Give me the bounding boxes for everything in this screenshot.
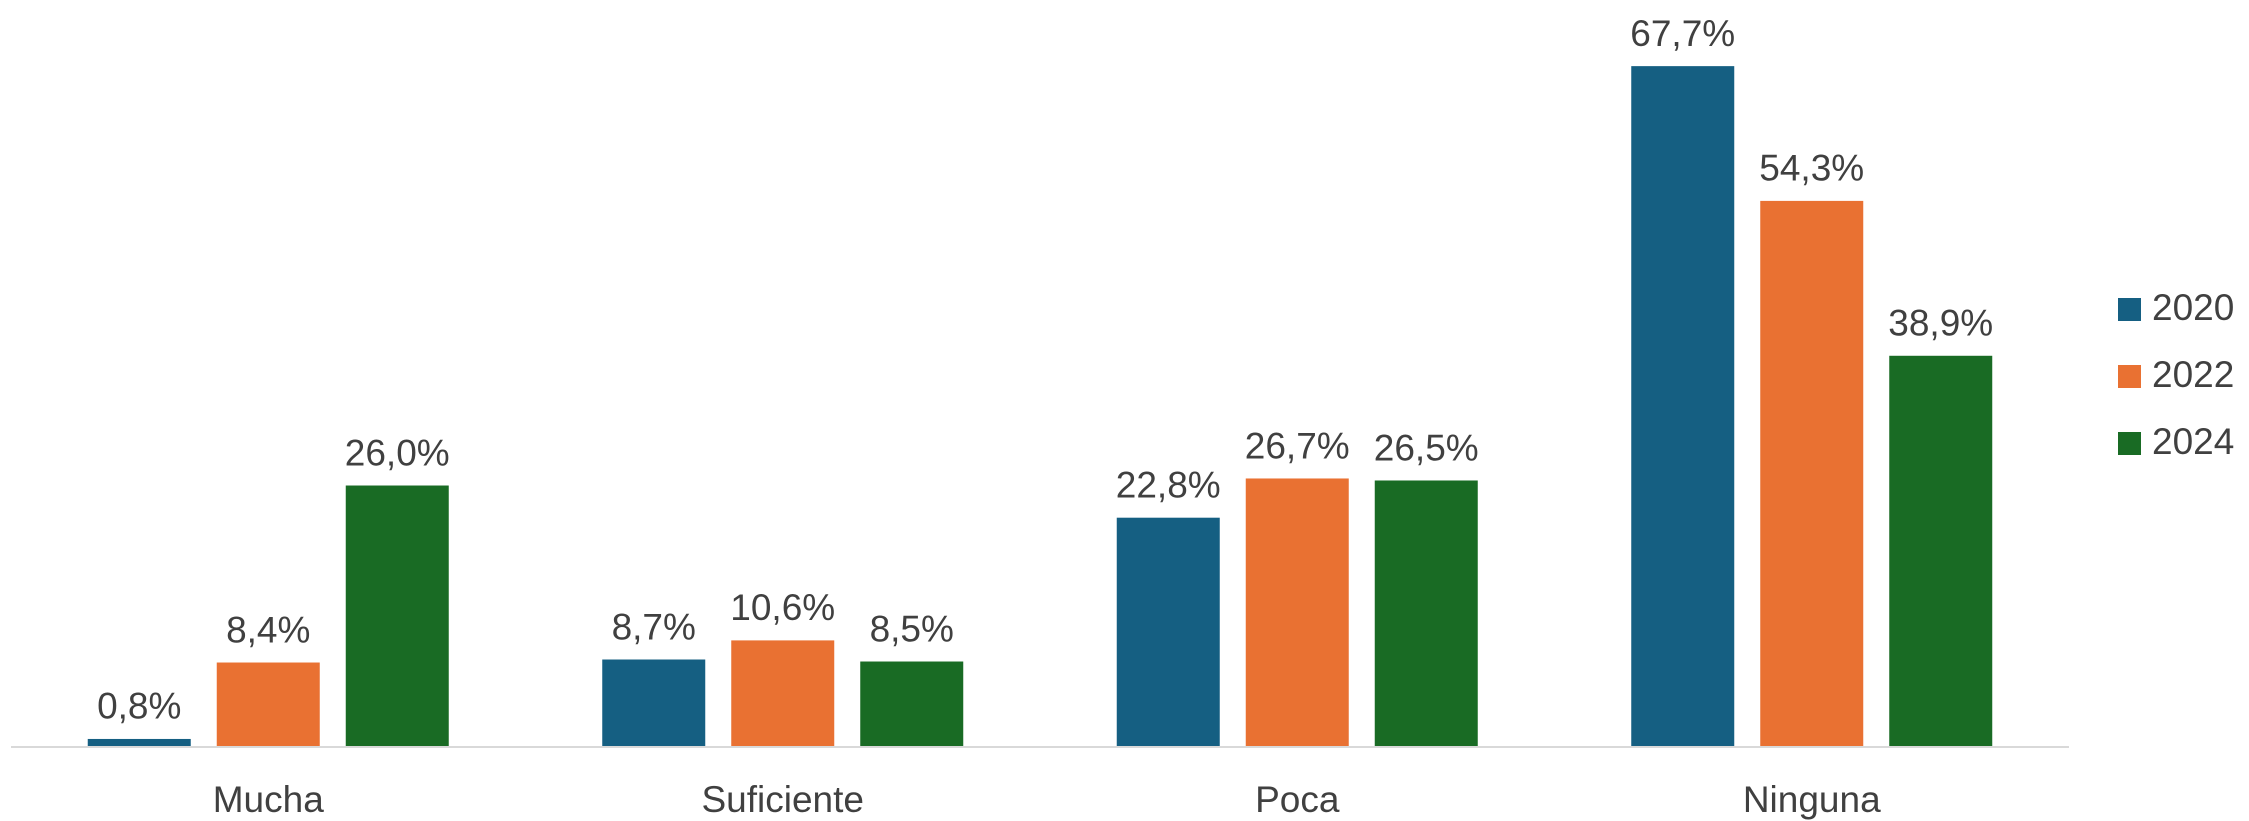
bar [1631,66,1735,748]
data-label: 8,7% [612,606,696,647]
x-tick-label: Suficiente [702,779,865,820]
data-label: 54,3% [1759,148,1864,189]
data-label: 26,7% [1245,425,1350,466]
legend-label: 2022 [2152,354,2234,395]
bar [1760,200,1864,747]
bar [731,640,835,747]
legend-label: 2020 [2152,287,2234,328]
x-tick-label: Poca [1255,779,1340,820]
bar [1116,517,1220,747]
bar [602,659,706,747]
data-label: 26,0% [345,432,450,473]
bar [1245,478,1349,747]
data-label: 0,8% [97,686,181,727]
data-label: 10,6% [730,587,835,628]
legend-swatch [2118,298,2141,321]
data-label: 38,9% [1888,303,1993,344]
data-label: 8,5% [870,608,954,649]
bar [216,662,320,747]
bar [860,661,964,747]
bar [1374,480,1478,747]
legend-swatch [2118,432,2141,455]
data-label: 67,7% [1630,13,1735,54]
data-label: 8,4% [226,609,310,650]
bar [87,738,191,747]
x-tick-label: Mucha [213,779,324,820]
data-label: 26,5% [1374,427,1479,468]
legend-label: 2024 [2152,421,2234,462]
data-label: 22,8% [1116,464,1221,505]
bar [1889,355,1993,747]
x-tick-label: Ninguna [1743,779,1881,820]
legend-swatch [2118,365,2141,388]
bar [345,485,449,747]
